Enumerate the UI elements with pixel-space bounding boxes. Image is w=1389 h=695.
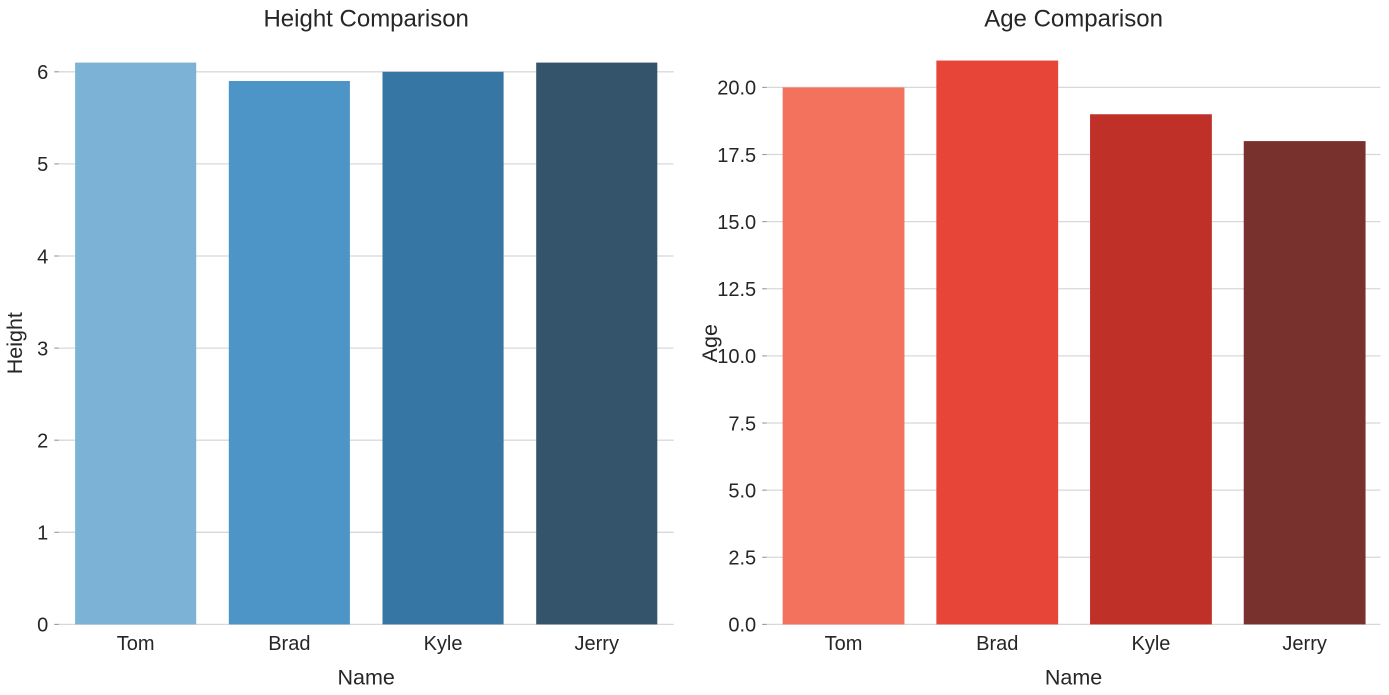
svg-text:Age Comparison: Age Comparison	[984, 6, 1163, 33]
svg-text:Tom: Tom	[824, 633, 862, 655]
svg-text:2: 2	[37, 431, 48, 453]
svg-text:4: 4	[37, 246, 48, 268]
svg-text:1: 1	[37, 523, 48, 545]
svg-text:Age: Age	[698, 324, 722, 362]
svg-text:20.0: 20.0	[717, 78, 756, 100]
svg-text:Name: Name	[338, 665, 395, 689]
svg-text:17.5: 17.5	[717, 145, 756, 167]
svg-text:Brad: Brad	[268, 633, 310, 655]
svg-text:0: 0	[37, 615, 48, 637]
svg-text:Kyle: Kyle	[1131, 633, 1170, 655]
svg-text:Jerry: Jerry	[1282, 633, 1326, 655]
svg-text:5.0: 5.0	[728, 480, 756, 502]
svg-text:Brad: Brad	[976, 633, 1018, 655]
svg-text:7.5: 7.5	[728, 413, 756, 435]
svg-text:Name: Name	[1044, 665, 1101, 689]
svg-text:Height: Height	[3, 312, 27, 374]
svg-text:5: 5	[37, 154, 48, 176]
svg-text:Jerry: Jerry	[575, 633, 619, 655]
svg-text:Tom: Tom	[117, 633, 155, 655]
svg-text:6: 6	[37, 62, 48, 84]
svg-text:3: 3	[37, 338, 48, 360]
svg-text:10.0: 10.0	[717, 346, 756, 368]
svg-text:15.0: 15.0	[717, 212, 756, 234]
svg-text:2.5: 2.5	[728, 548, 756, 570]
svg-text:Height Comparison: Height Comparison	[263, 6, 468, 33]
svg-text:12.5: 12.5	[717, 279, 756, 301]
svg-text:0.0: 0.0	[728, 615, 756, 637]
svg-text:Kyle: Kyle	[424, 633, 463, 655]
